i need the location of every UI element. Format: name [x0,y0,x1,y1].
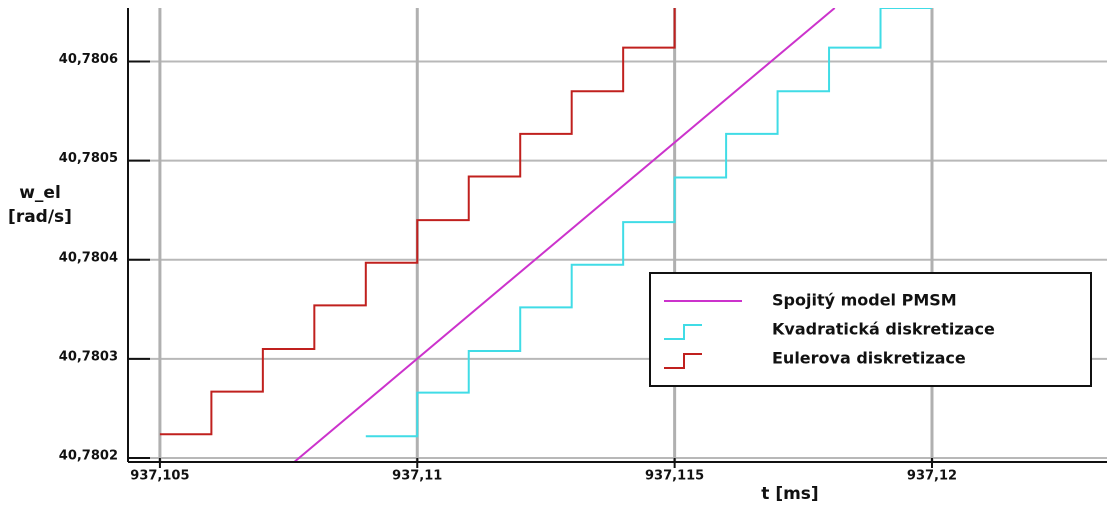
series-line [293,8,836,462]
series-line [159,8,676,436]
y-tick-label: 40,7802 [59,449,118,464]
y-axis-label: [rad/s] [8,207,72,227]
legend-icon [664,324,702,340]
legend-label: Spojitý model PMSM [772,291,957,310]
x-axis-label: t [ms] [761,484,818,504]
plot [159,8,932,462]
grid [128,8,1107,462]
y-tick-label: 40,7804 [59,250,118,265]
y-tick-label: 40,7803 [59,349,118,364]
legend-label: Kvadratická diskretizace [772,320,995,339]
axes: 40,7802 40,7803 40,7804 40,7805 40,7806 937,1… [8,8,1107,504]
legend-label: Eulerova diskretizace [772,349,966,368]
x-tick-label: 937,115 [645,469,704,484]
y-tick-label: 40,7805 [59,151,118,166]
x-tick-label: 937,12 [907,469,957,484]
y-tick-label: 40,7806 [59,52,118,67]
legend-box [649,272,1092,387]
x-tick-label: 937,11 [392,469,442,484]
legend-icon [664,353,702,369]
series-line [365,8,932,438]
x-tick-label: 937,105 [130,469,189,484]
y-axis-label: w_el [19,183,61,203]
